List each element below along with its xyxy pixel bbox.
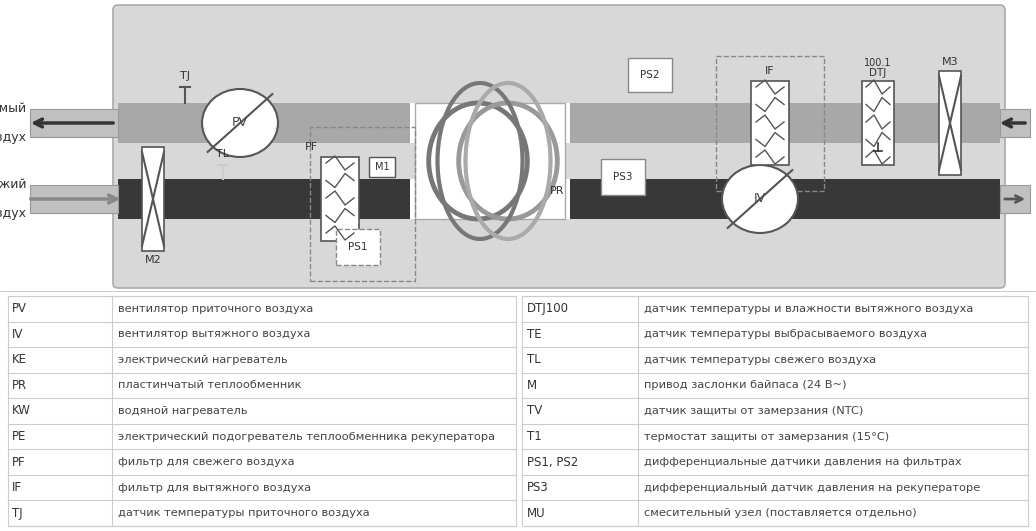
Bar: [310, 127, 415, 281]
Bar: [1000, 109, 1030, 137]
Text: M2: M2: [145, 255, 162, 265]
Text: электрический подогреватель теплообменника рекуператора: электрический подогреватель теплообменни…: [118, 432, 495, 442]
Bar: [410, 103, 570, 143]
Text: TJ: TJ: [12, 507, 23, 520]
Bar: [601, 159, 645, 195]
Text: датчик температуры выбрасываемого воздуха: датчик температуры выбрасываемого воздух…: [644, 329, 927, 339]
Text: датчик температуры приточного воздуха: датчик температуры приточного воздуха: [118, 508, 370, 518]
Bar: [939, 71, 961, 175]
Text: IV: IV: [754, 193, 766, 205]
Bar: [8, 296, 516, 526]
Bar: [445, 103, 535, 219]
Bar: [628, 58, 672, 92]
Bar: [716, 56, 824, 191]
FancyBboxPatch shape: [113, 5, 1005, 288]
Text: TL: TL: [217, 149, 230, 159]
Text: KW: KW: [12, 405, 31, 417]
Text: вентилятор приточного воздуха: вентилятор приточного воздуха: [118, 304, 313, 314]
Bar: [118, 179, 1000, 219]
Bar: [751, 81, 789, 165]
Bar: [30, 109, 118, 137]
Text: привод заслонки байпаса (24 В~): привод заслонки байпаса (24 В~): [644, 380, 846, 390]
Text: Свежий: Свежий: [0, 178, 27, 191]
Bar: [30, 185, 118, 213]
Text: PF: PF: [12, 456, 26, 469]
Text: T1: T1: [527, 430, 542, 443]
Ellipse shape: [202, 89, 278, 157]
Text: DTJ100: DTJ100: [527, 302, 569, 315]
Bar: [410, 179, 570, 219]
Text: TL: TL: [527, 354, 541, 366]
Text: водяной нагреватель: водяной нагреватель: [118, 406, 248, 416]
Text: DTJ: DTJ: [869, 68, 887, 78]
Bar: [1000, 185, 1030, 213]
Text: PV: PV: [12, 302, 27, 315]
Text: TJ: TJ: [180, 71, 190, 81]
Bar: [369, 157, 395, 177]
Bar: [415, 103, 565, 219]
Text: фильтр для вытяжного воздуха: фильтр для вытяжного воздуха: [118, 483, 311, 493]
Text: дифференциальный датчик давления на рекуператоре: дифференциальный датчик давления на реку…: [644, 483, 980, 493]
Text: датчик температуры свежего воздуха: датчик температуры свежего воздуха: [644, 355, 876, 365]
Text: 100.1: 100.1: [864, 58, 892, 68]
Text: IF: IF: [12, 481, 22, 494]
Text: M: M: [527, 379, 537, 392]
Text: IF: IF: [766, 66, 775, 76]
Bar: [142, 147, 164, 251]
Ellipse shape: [722, 165, 798, 233]
Text: электрический нагреватель: электрический нагреватель: [118, 355, 288, 365]
Text: воздух: воздух: [0, 131, 27, 144]
Text: M3: M3: [942, 57, 958, 67]
Text: воздух: воздух: [0, 207, 27, 220]
Text: PS2: PS2: [640, 70, 660, 80]
Text: дифференциальные датчики давления на фильтрах: дифференциальные датчики давления на фил…: [644, 457, 961, 467]
Text: MU: MU: [527, 507, 546, 520]
Text: PS1, PS2: PS1, PS2: [527, 456, 578, 469]
Text: KE: KE: [12, 354, 27, 366]
Text: термостат защиты от замерзания (15°C): термостат защиты от замерзания (15°C): [644, 432, 889, 442]
Text: пластинчатый теплообменник: пластинчатый теплообменник: [118, 380, 301, 390]
Bar: [118, 103, 1000, 143]
Text: датчик температуры и влажности вытяжного воздуха: датчик температуры и влажности вытяжного…: [644, 304, 973, 314]
Text: TV: TV: [527, 405, 542, 417]
Bar: [336, 229, 380, 265]
Text: PS1: PS1: [348, 242, 368, 252]
Bar: [522, 296, 1028, 526]
Text: PS3: PS3: [527, 481, 549, 494]
Text: вентилятор вытяжного воздуха: вентилятор вытяжного воздуха: [118, 329, 311, 339]
Text: TE: TE: [527, 328, 542, 341]
Text: фильтр для свежего воздуха: фильтр для свежего воздуха: [118, 457, 294, 467]
Text: PF: PF: [305, 142, 318, 152]
Text: PV: PV: [232, 116, 248, 130]
Text: PR: PR: [550, 186, 565, 196]
Bar: [321, 157, 359, 241]
Text: Выбрасываемый: Выбрасываемый: [0, 102, 27, 115]
Text: M1: M1: [375, 162, 390, 172]
Text: PS3: PS3: [613, 172, 633, 182]
Text: PR: PR: [12, 379, 27, 392]
Text: датчик защиты от замерзания (NTC): датчик защиты от замерзания (NTC): [644, 406, 863, 416]
Bar: [862, 81, 894, 165]
Text: смесительный узел (поставляется отдельно): смесительный узел (поставляется отдельно…: [644, 508, 917, 518]
Text: IV: IV: [12, 328, 24, 341]
Text: PE: PE: [12, 430, 26, 443]
